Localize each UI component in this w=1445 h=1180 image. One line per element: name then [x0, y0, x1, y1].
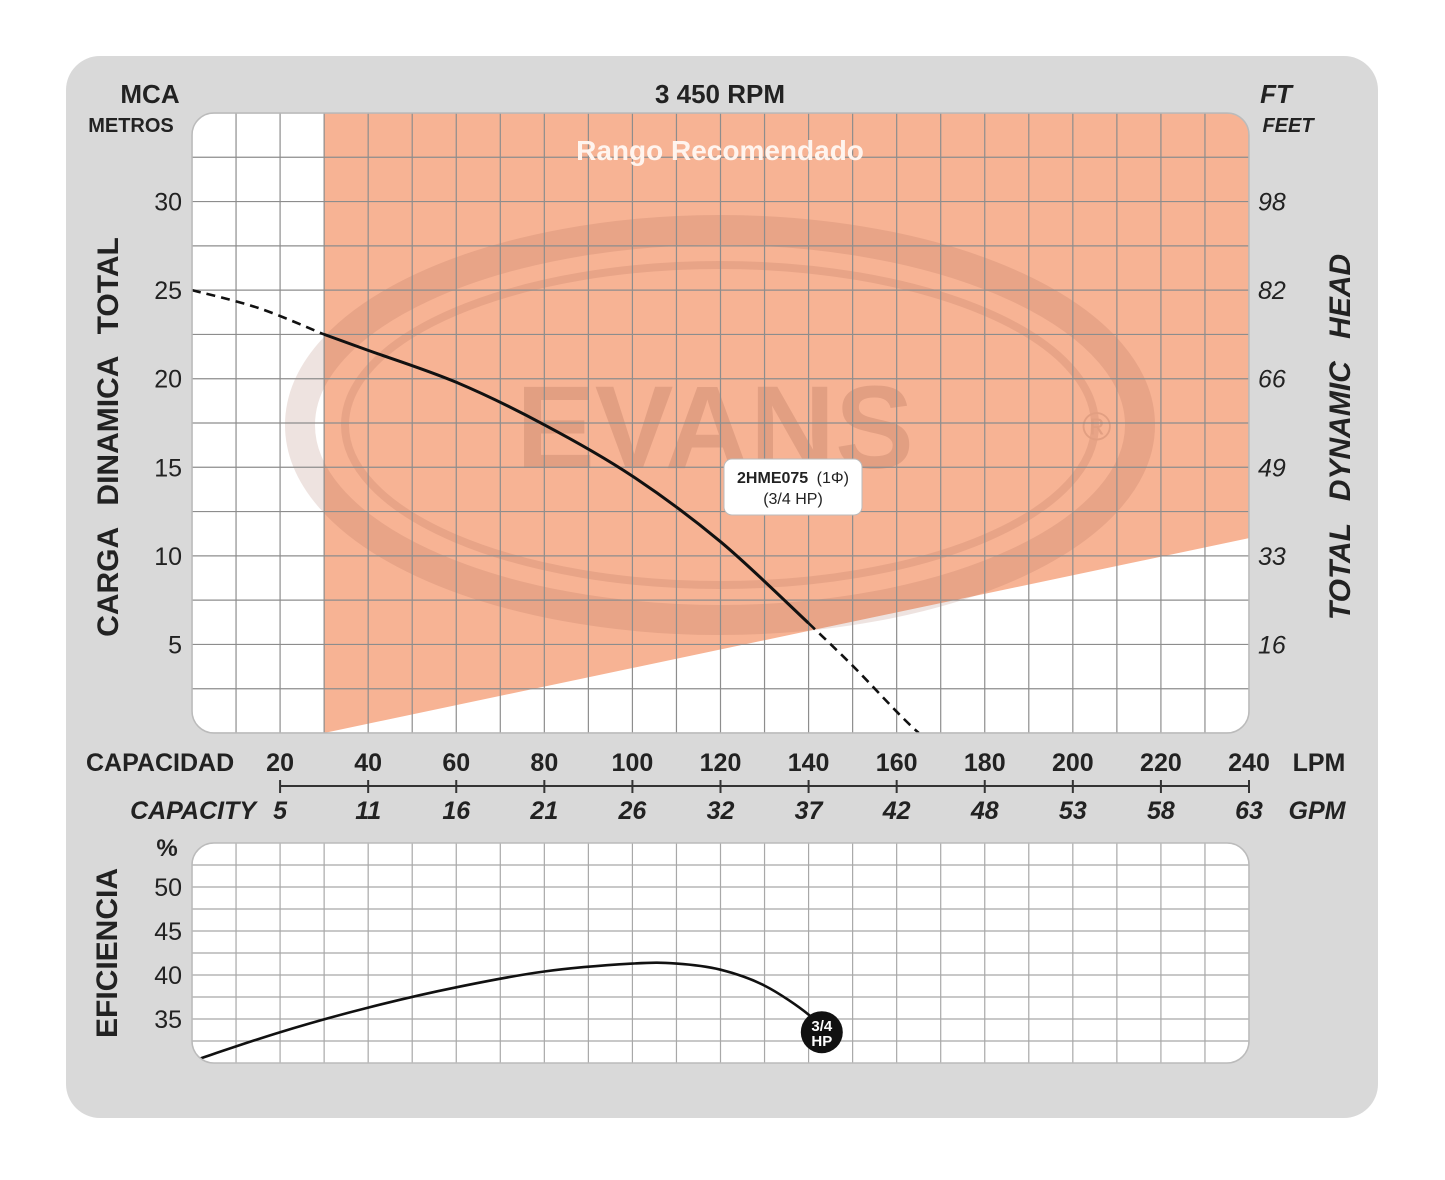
curve-label-box: 2HME075 (1Φ) (3/4 HP): [723, 458, 863, 516]
left-unit-sub: METROS: [88, 115, 174, 137]
right-tick-label: 16: [1258, 631, 1286, 659]
efficiency-curve: [192, 961, 823, 1063]
right-axis-title: TOTAL DYNAMIC HEAD: [1324, 254, 1357, 620]
gpm-tick-label: 53: [1059, 797, 1087, 825]
capacity-label-en: CAPACITY: [130, 797, 258, 825]
power-marker-bottom: HP: [811, 1033, 832, 1050]
efficiency-axis-title: EFICIENCIA: [91, 868, 124, 1038]
head-plot: EVANS ® Rango Recomendado: [191, 112, 1250, 734]
left-tick-label: 20: [154, 366, 182, 394]
power-marker-top: 3/4: [811, 1018, 833, 1035]
lpm-tick-label: 80: [530, 749, 558, 777]
lpm-tick-label: 160: [876, 749, 918, 777]
lpm-tick-label: 100: [612, 749, 654, 777]
lpm-tick-label: 60: [442, 749, 470, 777]
lpm-tick-label: 180: [964, 749, 1006, 777]
curve-model: 2HME075: [737, 470, 808, 487]
svg-text:2HME075 (1Φ): 2HME075 (1Φ): [737, 470, 849, 487]
capacity-axis: CAPACIDAD CAPACITY LPM GPM 20 5 40 11 60 16 80…: [86, 749, 1347, 825]
right-tick-label: 49: [1258, 454, 1286, 482]
range-label: Rango Recomendado: [576, 135, 864, 166]
left-tick-label: 25: [154, 277, 182, 305]
right-unit-sub: FEET: [1262, 115, 1315, 137]
head-plot-grid: [192, 113, 1249, 733]
left-tick-label: 10: [154, 543, 182, 571]
head-plot-border: [191, 112, 1250, 734]
capacity-label: CAPACIDAD: [86, 749, 234, 777]
head-curve-solid: [323, 332, 810, 625]
efficiency-tick-label: 35: [154, 1006, 182, 1034]
gpm-tick-label: 58: [1147, 797, 1175, 825]
efficiency-tick-label: 45: [154, 918, 182, 946]
gpm-tick-label: 32: [707, 797, 735, 825]
rpm-title: 3 450 RPM: [655, 79, 785, 109]
lpm-tick-label: 240: [1228, 749, 1270, 777]
lpm-tick-label: 120: [700, 749, 742, 777]
right-tick-label: 66: [1258, 366, 1286, 394]
left-tick-label: 5: [168, 631, 182, 659]
curve-power: (3/4 HP): [763, 491, 823, 508]
gpm-tick-label: 37: [795, 797, 824, 825]
head-curve-dashed-start: [192, 288, 325, 336]
gpm-tick-label: 26: [618, 797, 648, 825]
power-marker-circle: [800, 1011, 843, 1054]
registered-mark: ®: [1082, 405, 1111, 449]
curve-phase: (1Φ): [817, 470, 849, 487]
power-marker: 3/4 HP: [800, 1011, 843, 1054]
left-unit: MCA: [120, 79, 179, 109]
lpm-unit: LPM: [1293, 749, 1346, 777]
left-axis-title: CARGA DINAMICA TOTAL: [92, 237, 125, 637]
capacity-ticks: 20 5 40 11 60 16 80 21 100 26 120 32 140 37 160 42 180 48…: [266, 749, 1270, 825]
left-tick-label: 30: [154, 189, 182, 217]
right-unit: FT: [1260, 79, 1294, 109]
lpm-tick-label: 20: [266, 749, 294, 777]
gpm-tick-label: 11: [355, 797, 381, 825]
lpm-tick-label: 220: [1140, 749, 1182, 777]
lpm-tick-label: 200: [1052, 749, 1094, 777]
lpm-tick-label: 140: [788, 749, 830, 777]
efficiency-plot-border: [191, 842, 1250, 1064]
right-tick-label: 33: [1258, 543, 1286, 571]
efficiency-unit: %: [156, 835, 177, 862]
efficiency-tick-label: 40: [154, 962, 182, 990]
gpm-tick-label: 63: [1235, 797, 1263, 825]
lpm-tick-label: 40: [354, 749, 382, 777]
right-tick-labels: 16 33 49 66 82 98: [1258, 189, 1286, 660]
gpm-tick-label: 48: [970, 797, 999, 825]
gpm-tick-label: 16: [442, 797, 471, 825]
right-tick-label: 82: [1258, 277, 1286, 305]
left-tick-label: 15: [154, 454, 182, 482]
left-tick-labels: 5 10 15 20 25 30: [154, 189, 182, 660]
head-curve-dashed-end: [807, 622, 920, 733]
gpm-tick-label: 5: [273, 797, 288, 825]
gpm-unit: GPM: [1289, 797, 1347, 825]
efficiency-grid: [192, 843, 1249, 1063]
right-tick-label: 98: [1258, 189, 1286, 217]
efficiency-tick-label: 50: [154, 874, 182, 902]
efficiency-plot: [191, 842, 1250, 1064]
efficiency-tick-labels: 35 40 45 50: [154, 874, 182, 1034]
gpm-tick-label: 21: [529, 797, 558, 825]
gpm-tick-label: 42: [882, 797, 911, 825]
